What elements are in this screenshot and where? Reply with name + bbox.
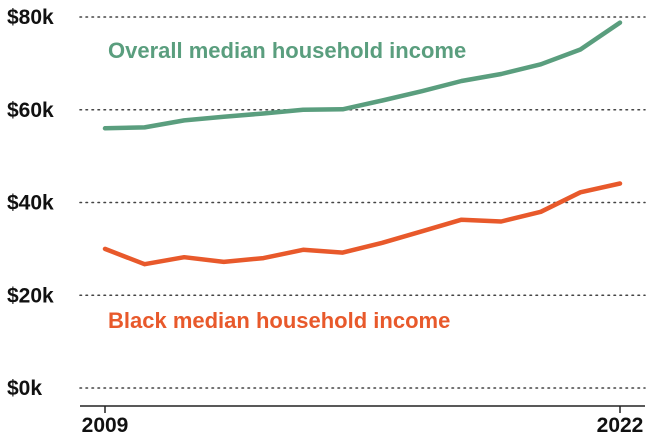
series-line-0	[102, 20, 623, 131]
x-tick-label: 2009	[82, 414, 129, 437]
y-tick-label: $60k	[7, 99, 54, 122]
series-label-1: Black median household income	[108, 308, 450, 333]
y-tick-label: $80k	[7, 6, 54, 29]
series-label-0: Overall median household income	[108, 38, 466, 63]
series-line-1	[102, 181, 623, 267]
x-tick-label: 2022	[597, 414, 644, 437]
y-tick-label: $0k	[7, 377, 42, 400]
y-tick-label: $40k	[7, 192, 54, 215]
y-tick-label: $20k	[7, 284, 54, 307]
